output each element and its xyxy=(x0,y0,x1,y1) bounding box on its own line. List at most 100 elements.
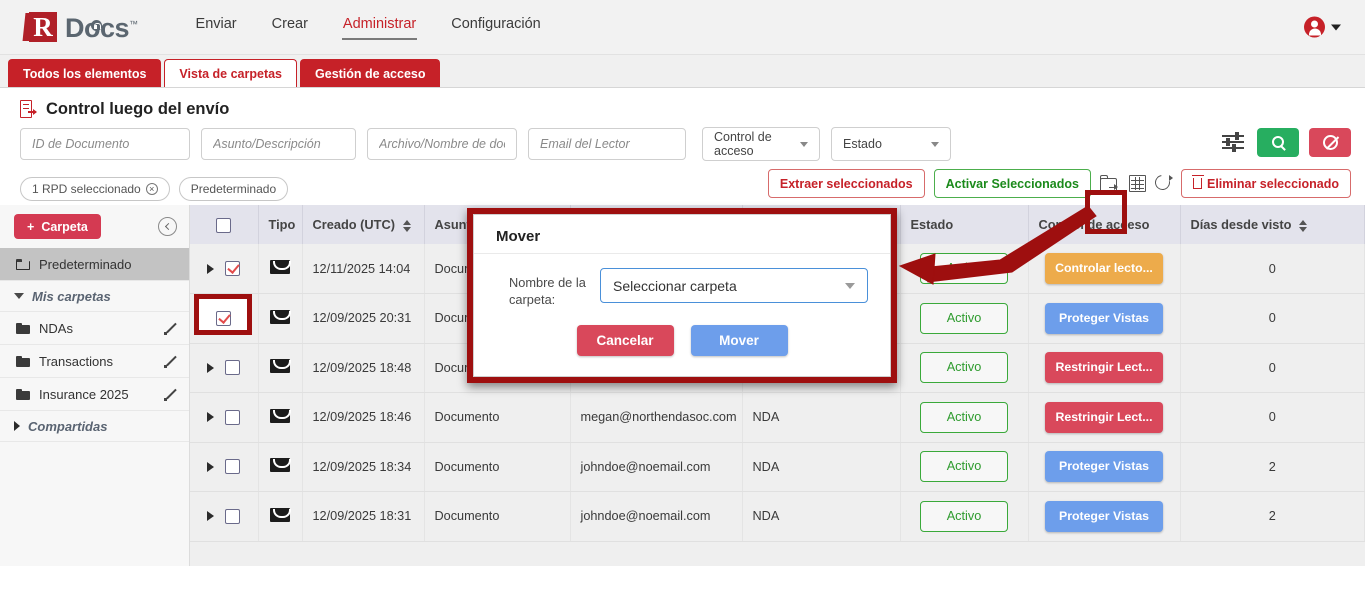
row-created-cell: 12/09/2025 18:34 xyxy=(302,442,425,492)
sidebar-group-compartidas[interactable]: Compartidas xyxy=(0,411,189,442)
column-estado: Estado xyxy=(900,205,1029,244)
nav-item-administrar[interactable]: Administrar xyxy=(341,12,418,42)
status-badge[interactable]: Activo xyxy=(920,451,1008,483)
expand-row-icon[interactable] xyxy=(207,511,215,522)
sidebar-item-transactions[interactable]: Transactions xyxy=(0,345,189,378)
ban-icon xyxy=(1322,134,1338,150)
app-logo[interactable]: R Docs™ xyxy=(22,12,138,42)
chip-default[interactable]: Predeterminado xyxy=(178,176,289,201)
status-badge[interactable]: Activo xyxy=(920,302,1008,334)
envelope-icon xyxy=(270,458,291,473)
sidebar-item-insurance-2025[interactable]: Insurance 2025 xyxy=(0,378,189,411)
expand-row-icon[interactable] xyxy=(207,461,215,472)
tab-todos-los-elementos[interactable]: Todos los elementos xyxy=(8,59,162,87)
sidebar-group-mis-carpetas[interactable]: Mis carpetas xyxy=(0,281,189,312)
table-row[interactable]: 12/09/2025 18:46 Documento megan@northen… xyxy=(190,392,1365,443)
clear-filters-button[interactable] xyxy=(1309,127,1351,157)
access-control-button[interactable]: Restringir Lect... xyxy=(1045,401,1163,433)
delete-selected-button[interactable]: Eliminar seleccionado xyxy=(1181,169,1351,198)
status-badge[interactable]: Activo xyxy=(920,352,1008,384)
status-badge[interactable]: Activo xyxy=(920,401,1008,433)
collapse-sidebar-button[interactable] xyxy=(158,217,177,236)
sidebar-item-predeterminado[interactable]: Predeterminado xyxy=(0,248,189,281)
plus-icon: + xyxy=(27,219,35,234)
row-select-cell xyxy=(190,293,259,344)
account-menu[interactable] xyxy=(1304,16,1341,38)
logo-letter: R xyxy=(33,12,53,42)
envelope-icon xyxy=(270,309,291,324)
tab-vista-de-carpetas[interactable]: Vista de carpetas xyxy=(164,59,298,87)
table-row[interactable]: 12/09/2025 18:31 Documento johndoe@noema… xyxy=(190,491,1365,542)
table-row[interactable]: 12/09/2025 18:34 Documento johndoe@noema… xyxy=(190,442,1365,492)
expand-row-icon[interactable] xyxy=(207,313,215,324)
select-status-value: Estado xyxy=(843,137,882,151)
extract-selected-button[interactable]: Extraer seleccionados xyxy=(767,169,925,198)
pencil-icon[interactable] xyxy=(164,388,177,401)
tab-gestion-de-acceso[interactable]: Gestión de acceso xyxy=(300,59,441,87)
refresh-icon[interactable] xyxy=(1152,172,1173,193)
sidebar-group-label: Mis carpetas xyxy=(32,288,111,304)
sort-icon xyxy=(1299,219,1308,232)
chevron-left-circle-icon xyxy=(164,222,173,231)
column-dias-desde-visto[interactable]: Días desde visto xyxy=(1180,205,1365,244)
search-button[interactable] xyxy=(1257,127,1299,157)
search-input-reader-email[interactable] xyxy=(528,128,686,160)
search-input-document-id[interactable] xyxy=(20,128,190,160)
advanced-filter-button[interactable] xyxy=(1219,127,1247,157)
row-subject-cell: Documento xyxy=(424,491,571,542)
search-input-file-doc-name[interactable] xyxy=(367,128,517,160)
activate-selected-button[interactable]: Activar Seleccionados xyxy=(933,169,1091,198)
move-button[interactable]: Mover xyxy=(690,325,788,356)
access-control-button[interactable]: Proteger Vistas xyxy=(1045,302,1163,334)
row-checkbox[interactable] xyxy=(225,360,241,376)
folder-move-icon[interactable] xyxy=(1100,174,1120,193)
row-subject-cell: Documento xyxy=(424,392,571,443)
cancel-button[interactable]: Cancelar xyxy=(576,325,674,356)
nav-item-enviar[interactable]: Enviar xyxy=(195,16,237,32)
access-control-button[interactable]: Proteger Vistas xyxy=(1045,451,1163,483)
row-checkbox[interactable] xyxy=(225,310,241,326)
add-folder-button[interactable]: + Carpeta xyxy=(14,214,101,239)
row-select-cell xyxy=(190,442,259,492)
row-select-cell xyxy=(190,491,259,542)
sidebar-item-ndas[interactable]: NDAs xyxy=(0,312,189,345)
bulk-action-buttons: Extraer seleccionados Activar Selecciona… xyxy=(767,169,1351,198)
select-access-control[interactable]: Control de acceso xyxy=(702,127,820,161)
pencil-icon[interactable] xyxy=(164,322,177,335)
status-badge[interactable]: Activo xyxy=(920,253,1008,284)
row-type-cell xyxy=(258,293,303,344)
row-select-cell xyxy=(190,392,259,443)
row-checkbox[interactable] xyxy=(225,261,241,277)
row-checkbox[interactable] xyxy=(225,508,241,524)
pencil-icon[interactable] xyxy=(164,355,177,368)
row-status-cell: Activo xyxy=(900,442,1029,492)
access-control-button[interactable]: Proteger Vistas xyxy=(1045,500,1163,532)
chip-rpd-selected[interactable]: 1 RPD seleccionado × xyxy=(20,176,170,201)
sliders-icon xyxy=(1222,132,1244,152)
row-type-cell xyxy=(258,491,303,542)
row-select-cell xyxy=(190,343,259,393)
row-checkbox[interactable] xyxy=(225,409,241,425)
select-status[interactable]: Estado xyxy=(831,127,951,161)
chevron-right-icon xyxy=(14,421,20,431)
column-control-de-acceso: Control de acceso xyxy=(1028,205,1181,244)
expand-row-icon[interactable] xyxy=(207,263,215,274)
search-input-subject-description[interactable] xyxy=(201,128,356,160)
column-select-all xyxy=(190,205,259,244)
row-access-control-cell: Proteger Vistas xyxy=(1028,293,1181,344)
expand-row-icon[interactable] xyxy=(207,362,215,373)
export-excel-icon[interactable] xyxy=(1129,175,1146,192)
row-checkbox[interactable] xyxy=(225,459,241,475)
close-icon[interactable]: × xyxy=(145,182,158,195)
lock-icon xyxy=(90,20,102,31)
column-creado[interactable]: Creado (UTC) xyxy=(302,205,425,244)
nav-item-configuracion[interactable]: Configuración xyxy=(451,16,541,32)
folder-select-dropdown[interactable]: Seleccionar carpeta xyxy=(600,268,868,303)
row-days-cell: 2 xyxy=(1180,491,1365,542)
nav-item-crear[interactable]: Crear xyxy=(271,16,308,32)
expand-row-icon[interactable] xyxy=(207,412,215,423)
access-control-button[interactable]: Controlar lecto... xyxy=(1045,253,1163,284)
status-badge[interactable]: Activo xyxy=(920,500,1008,532)
access-control-button[interactable]: Restringir Lect... xyxy=(1045,352,1163,384)
select-all-checkbox[interactable] xyxy=(216,217,232,233)
